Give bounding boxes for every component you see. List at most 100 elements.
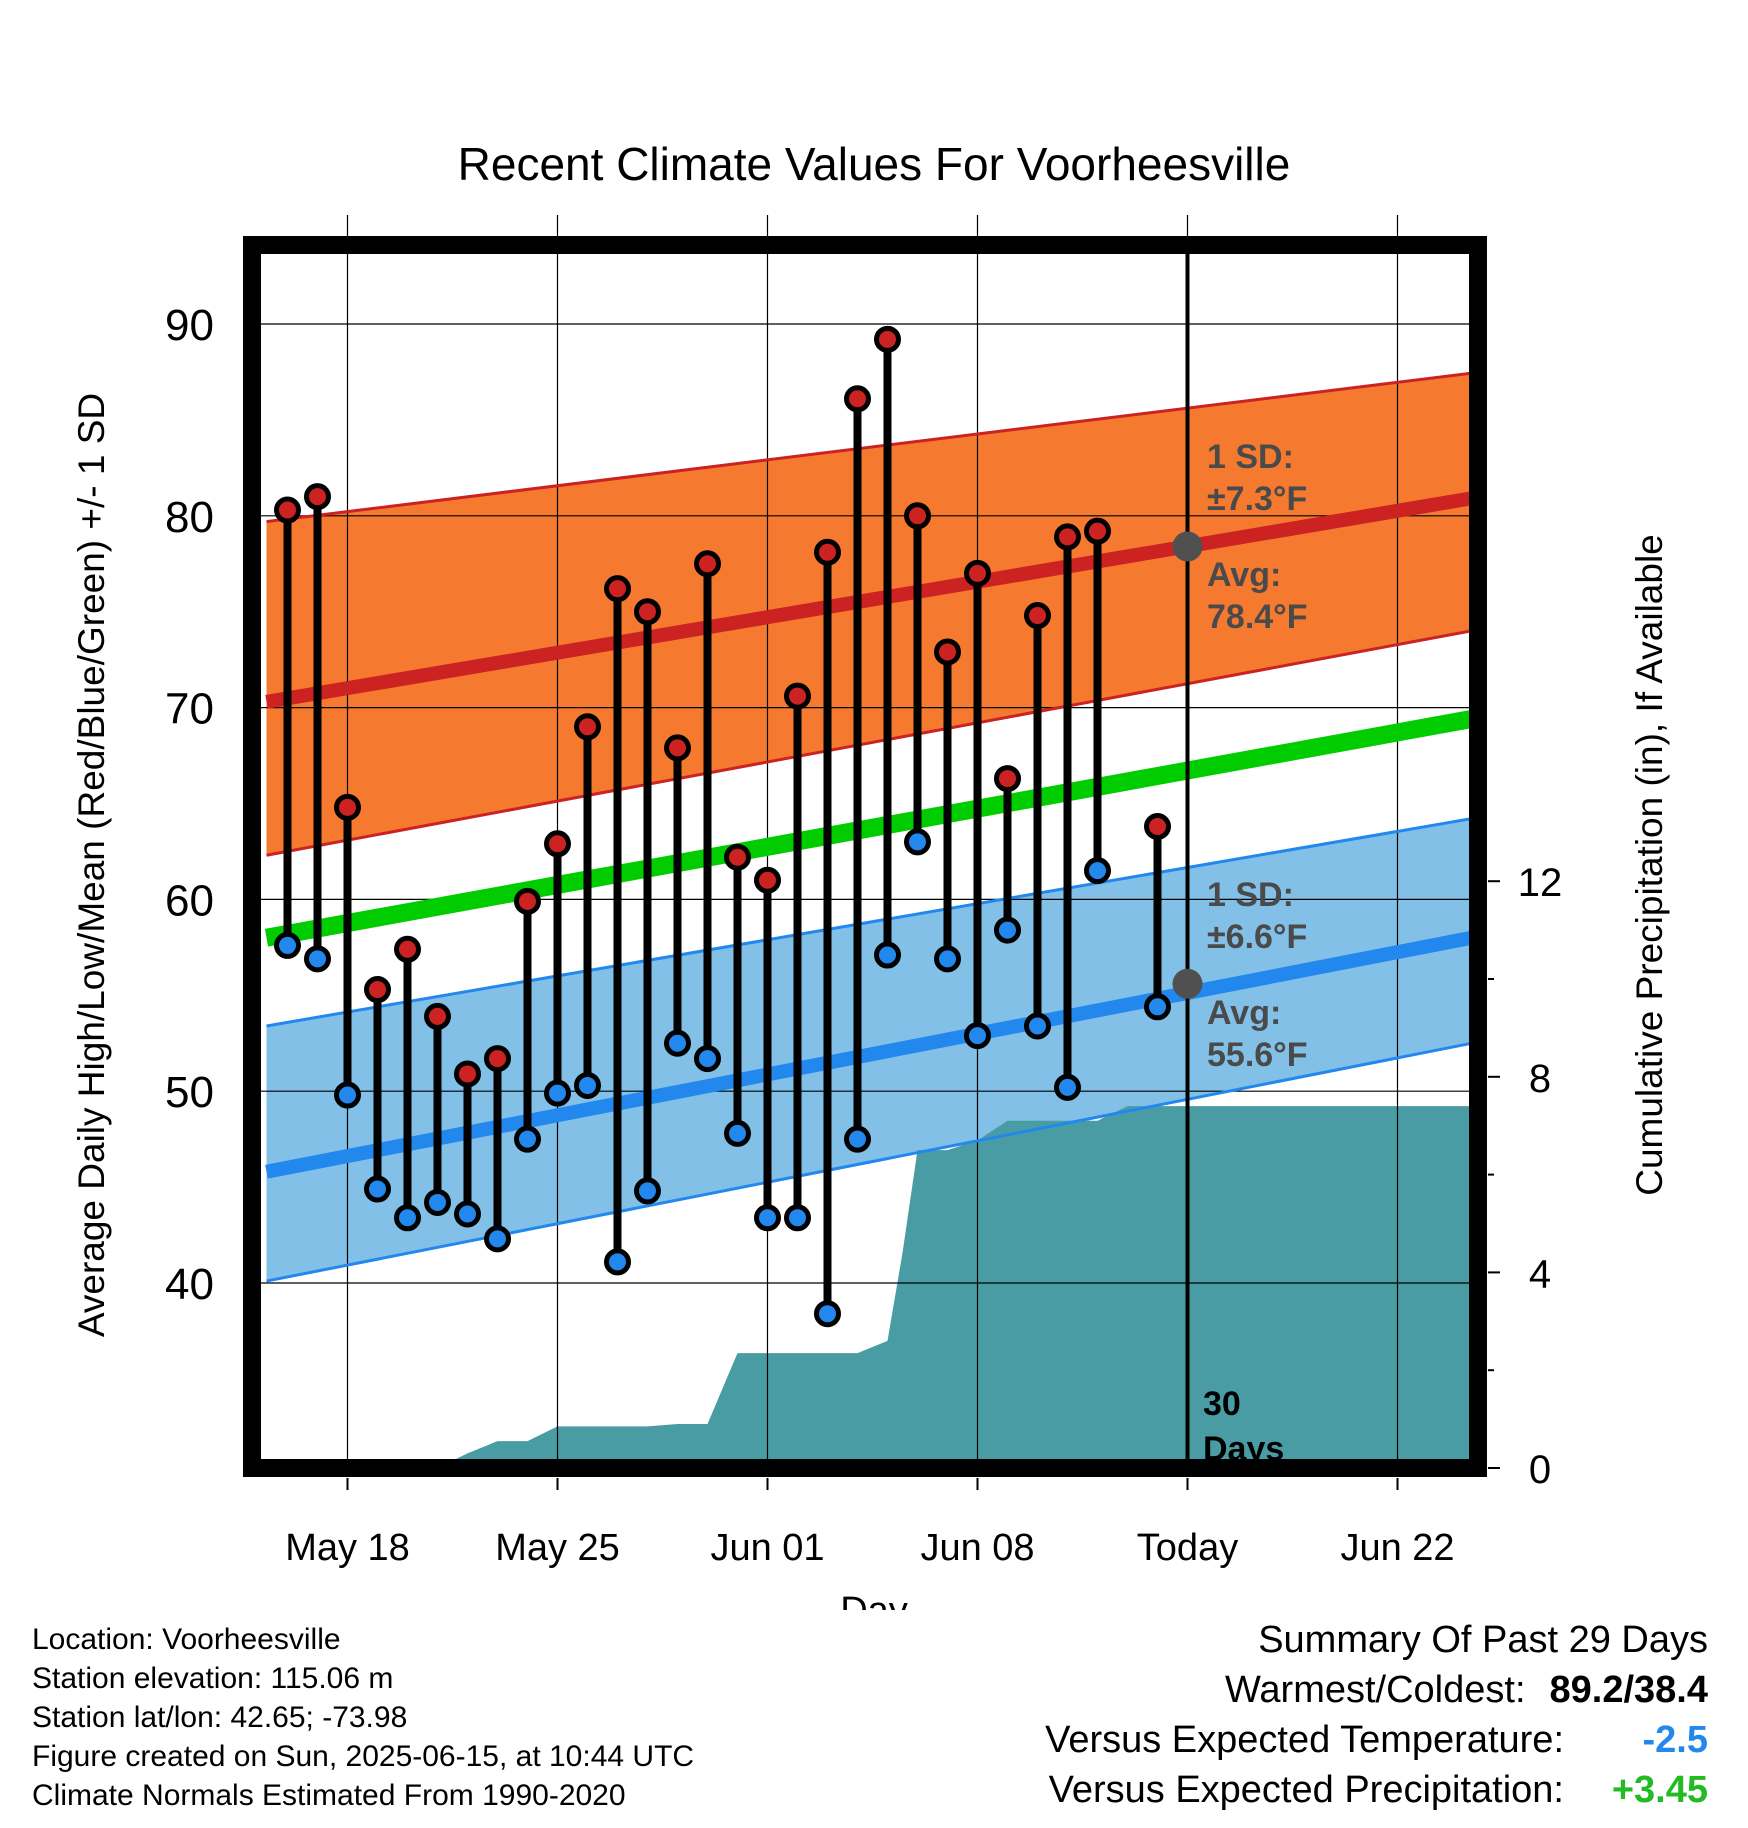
daily-low-point: [694, 1045, 721, 1073]
daily-high-point: [1084, 517, 1111, 545]
precip-label: Versus Expected Precipitation:: [1048, 1769, 1564, 1811]
low-avg-label: Avg:: [1207, 994, 1281, 1032]
daily-high-point: [994, 765, 1021, 793]
y2-tick-label: 4: [1529, 1252, 1551, 1296]
daily-low-point: [874, 941, 901, 969]
warm-cold-value: 89.2/38.4: [1549, 1669, 1708, 1711]
daily-low-point: [484, 1225, 511, 1253]
location-text: Location: Voorheesville: [32, 1623, 341, 1656]
today-high-avg-dot: [1172, 531, 1203, 562]
y2-tick-label: 0: [1529, 1448, 1551, 1492]
x-axis-label: Day: [840, 1590, 908, 1610]
daily-high-point: [1144, 813, 1171, 841]
y-tick-label: 40: [165, 1260, 214, 1309]
daily-high-point: [634, 598, 661, 626]
daily-high-point: [694, 550, 721, 578]
daily-low-point: [604, 1248, 631, 1276]
elevation-text: Station elevation: 115.06 m: [32, 1662, 394, 1695]
daily-low-point: [364, 1175, 391, 1203]
precip-value: +3.45: [1611, 1769, 1708, 1811]
x-tick-label: May 18: [285, 1527, 410, 1569]
daily-low-point: [1084, 857, 1111, 885]
today-low-avg-dot: [1172, 968, 1203, 999]
low-avg-value: 55.6°F: [1207, 1036, 1308, 1074]
high-avg-label: Avg:: [1207, 556, 1281, 594]
y2-axis-label: Cumulative Precipitation (in), If Availa…: [1629, 534, 1670, 1196]
daily-low-point: [1144, 993, 1171, 1021]
x-tick-label: May 25: [495, 1527, 620, 1569]
low-sd-upper-line: [266, 816, 1478, 1028]
daily-high-point: [484, 1045, 511, 1073]
y-tick-label: 50: [165, 1068, 214, 1117]
high-sd-band: [266, 372, 1478, 856]
latlon-text: Station lat/lon: 42.65; -73.98: [32, 1701, 408, 1734]
low-sd-lower-line: [266, 1040, 1478, 1283]
daily-low-point: [814, 1300, 841, 1328]
daily-low-point: [844, 1125, 871, 1153]
y2-tick-label: 12: [1518, 861, 1563, 905]
daily-high-point: [604, 575, 631, 603]
daily-high-point: [394, 935, 421, 963]
daily-low-point: [424, 1188, 451, 1216]
climate-chart: Recent Climate Values For Voorheesville …: [71, 138, 1670, 1610]
plot-area: 1 SD: ±7.3°F Avg: 78.4°F 1 SD: ±6.6°F Avg: 55.6…: [165, 215, 1562, 1569]
daily-high-point: [814, 538, 841, 566]
daily-low-point: [934, 945, 961, 973]
y-tick-label: 90: [165, 301, 214, 350]
daily-low-point: [664, 1029, 691, 1057]
y-tick-label: 80: [165, 493, 214, 542]
low-sd-value: ±6.6°F: [1207, 918, 1307, 956]
chart-title: Recent Climate Values For Voorheesville: [458, 138, 1291, 190]
today-days-number: 30: [1203, 1385, 1241, 1423]
high-sd-upper-line: [266, 370, 1478, 524]
daily-high-point: [904, 502, 931, 530]
summary-title: Summary Of Past 29 Days: [1258, 1619, 1708, 1661]
y-axis-label: Average Daily High/Low/Mean (Red/Blue/Gr…: [71, 393, 112, 1337]
precip-area: [266, 1106, 1478, 1468]
daily-high-point: [574, 713, 601, 741]
daily-low-point: [1054, 1073, 1081, 1101]
precip-row: Versus Expected Precipitation: +3.45: [1045, 1765, 1708, 1815]
daily-low-point: [274, 931, 301, 959]
high-sd-label: 1 SD:: [1207, 438, 1294, 476]
daily-low-point: [1024, 1012, 1051, 1040]
daily-low-point: [904, 828, 931, 856]
daily-low-point: [964, 1022, 991, 1050]
daily-high-point: [274, 496, 301, 524]
y2-tick-label: 8: [1529, 1057, 1551, 1101]
avg-high-line: [265, 490, 1478, 709]
plot-frame: [243, 236, 1487, 1477]
daily-low-point: [334, 1081, 361, 1109]
daily-low-point: [574, 1071, 601, 1099]
daily-high-point: [754, 866, 781, 894]
warm-cold-row: Warmest/Coldest: 89.2/38.4: [1045, 1665, 1708, 1715]
x-tick-label: Jun 08: [920, 1527, 1034, 1569]
daily-low-point: [304, 945, 331, 973]
daily-low-point: [514, 1125, 541, 1153]
y-tick-label: 60: [165, 876, 214, 925]
temp-value: -2.5: [1642, 1719, 1708, 1761]
daily-low-point: [454, 1200, 481, 1228]
daily-low-point: [634, 1177, 661, 1205]
x-tick-label: Today: [1137, 1527, 1238, 1569]
daily-high-point: [334, 793, 361, 821]
daily-high-point: [544, 830, 571, 858]
x-tick-label: Jun 22: [1340, 1527, 1454, 1569]
daily-high-point: [964, 559, 991, 587]
created-text: Figure created on Sun, 2025-06-15, at 10…: [32, 1740, 695, 1773]
warm-cold-label: Warmest/Coldest:: [1224, 1669, 1526, 1711]
daily-low-point: [754, 1204, 781, 1232]
daily-high-point: [844, 385, 871, 413]
daily-high-point: [1054, 523, 1081, 551]
normals-text: Climate Normals Estimated From 1990-2020: [32, 1779, 626, 1812]
daily-low-point: [724, 1119, 751, 1147]
daily-high-point: [364, 976, 391, 1004]
temp-label: Versus Expected Temperature:: [1045, 1719, 1564, 1761]
daily-high-point: [454, 1060, 481, 1088]
x-tick-label: Jun 01: [710, 1527, 824, 1569]
daily-high-point: [784, 682, 811, 710]
daily-low-point: [394, 1204, 421, 1232]
daily-low-point: [784, 1204, 811, 1232]
daily-high-point: [304, 483, 331, 511]
station-metadata: Location: Voorheesville Station elevatio…: [32, 1620, 694, 1815]
